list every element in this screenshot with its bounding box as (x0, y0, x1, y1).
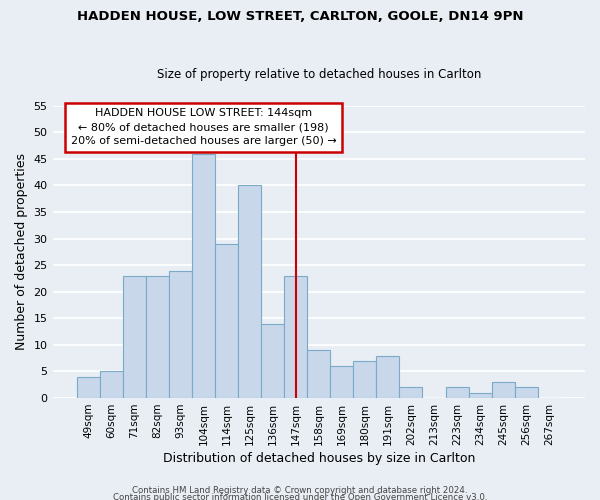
Bar (353, 361, 376, 398)
Text: HADDEN HOUSE LOW STREET: 144sqm
← 80% of detached houses are smaller (198)
20% o: HADDEN HOUSE LOW STREET: 144sqm ← 80% of… (71, 108, 337, 146)
Bar (307, 350, 330, 398)
Bar (100, 372, 123, 398)
Bar (169, 270, 192, 398)
Bar (77, 377, 100, 398)
Bar (238, 186, 261, 398)
X-axis label: Distribution of detached houses by size in Carlton: Distribution of detached houses by size … (163, 452, 475, 465)
Bar (192, 154, 215, 398)
Bar (469, 393, 491, 398)
Bar (491, 382, 515, 398)
Text: Contains HM Land Registry data © Crown copyright and database right 2024.: Contains HM Land Registry data © Crown c… (132, 486, 468, 495)
Bar (330, 366, 353, 398)
Title: Size of property relative to detached houses in Carlton: Size of property relative to detached ho… (157, 68, 481, 81)
Bar (261, 324, 284, 398)
Bar (446, 388, 469, 398)
Bar (123, 276, 146, 398)
Bar (515, 388, 538, 398)
Bar (146, 276, 169, 398)
Bar (284, 276, 307, 398)
Bar (215, 244, 238, 398)
Bar (400, 388, 422, 398)
Text: Contains public sector information licensed under the Open Government Licence v3: Contains public sector information licen… (113, 494, 487, 500)
Y-axis label: Number of detached properties: Number of detached properties (15, 154, 28, 350)
Text: HADDEN HOUSE, LOW STREET, CARLTON, GOOLE, DN14 9PN: HADDEN HOUSE, LOW STREET, CARLTON, GOOLE… (77, 10, 523, 23)
Bar (376, 356, 400, 398)
